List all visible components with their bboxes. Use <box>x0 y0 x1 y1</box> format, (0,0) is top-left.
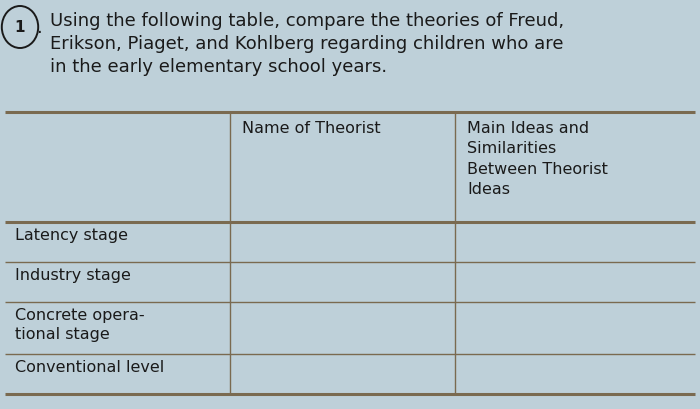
Text: Main Ideas and
Similarities
Between Theorist
Ideas: Main Ideas and Similarities Between Theo… <box>467 121 608 197</box>
Text: Concrete opera-
tional stage: Concrete opera- tional stage <box>15 307 145 342</box>
Text: 1: 1 <box>15 20 25 36</box>
Text: in the early elementary school years.: in the early elementary school years. <box>50 58 387 76</box>
Text: Industry stage: Industry stage <box>15 267 131 282</box>
Text: Using the following table, compare the theories of Freud,: Using the following table, compare the t… <box>50 12 564 30</box>
Text: Erikson, Piaget, and Kohlberg regarding children who are: Erikson, Piaget, and Kohlberg regarding … <box>50 35 564 53</box>
Text: Latency stage: Latency stage <box>15 227 128 243</box>
Text: Name of Theorist: Name of Theorist <box>242 121 381 136</box>
Text: .: . <box>36 19 42 37</box>
Text: Conventional level: Conventional level <box>15 359 164 374</box>
